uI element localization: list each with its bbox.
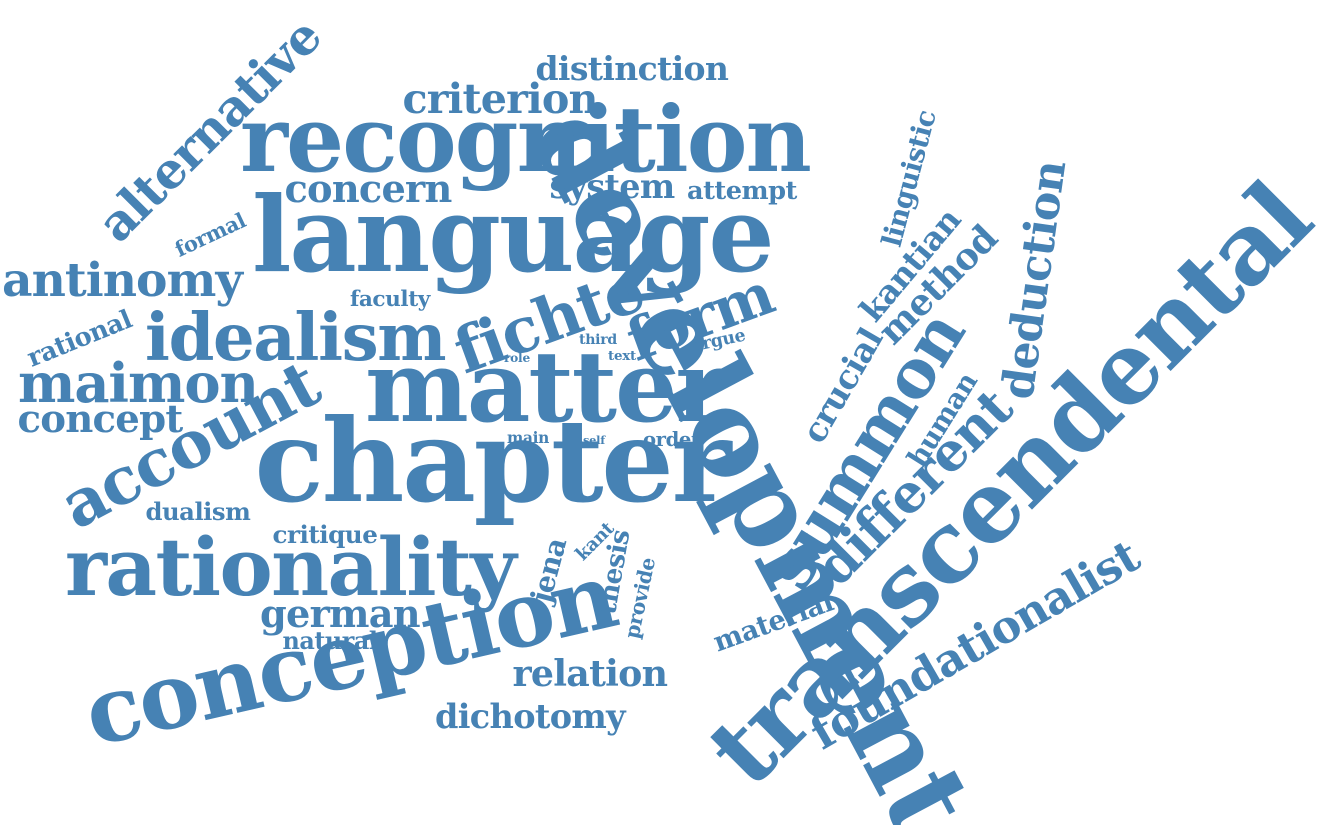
word-concept: concept (17, 396, 184, 442)
word-idealism: idealism (145, 299, 447, 376)
word-recognition: recognition (240, 86, 812, 193)
word-main: main (507, 428, 550, 447)
word-faculty: faculty (350, 287, 430, 312)
word-antinomy: antinomy (2, 252, 243, 308)
word-matter: matter (365, 330, 727, 445)
word-relation: relation (512, 652, 669, 695)
word-text: text (608, 347, 636, 364)
word-maimon: maimon (18, 351, 259, 415)
word-german: german (260, 592, 421, 637)
word-chapter: chapter (254, 394, 732, 528)
word-concern: concern (284, 167, 453, 212)
word-order: order (643, 428, 701, 451)
word-self: self (583, 432, 605, 447)
word-criterion: criterion (402, 73, 599, 123)
word-attempt: attempt (687, 176, 797, 206)
word-natural: natural (282, 627, 378, 655)
word-dichotomy: dichotomy (435, 697, 626, 736)
word-critique: critique (272, 519, 378, 549)
word-third: third (579, 332, 617, 348)
word-dualism: dualism (145, 497, 251, 526)
word-distinction: distinction (535, 48, 729, 88)
word-system: system (549, 166, 676, 206)
word-role: role (504, 351, 530, 365)
word-language: language (252, 173, 775, 296)
word-rationality: rationality (65, 520, 517, 614)
